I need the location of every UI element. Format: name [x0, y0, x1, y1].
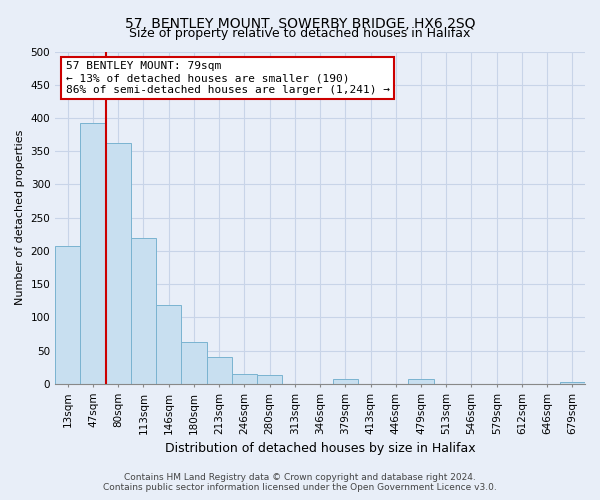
Text: Size of property relative to detached houses in Halifax: Size of property relative to detached ho…	[130, 28, 470, 40]
Bar	[156, 306, 181, 384]
Bar	[409, 378, 434, 384]
Text: 57 BENTLEY MOUNT: 79sqm
← 13% of detached houses are smaller (190)
86% of semi-d: 57 BENTLEY MOUNT: 79sqm ← 13% of detache…	[66, 62, 390, 94]
Bar	[55, 246, 80, 384]
Bar	[80, 122, 106, 384]
Text: 57, BENTLEY MOUNT, SOWERBY BRIDGE, HX6 2SQ: 57, BENTLEY MOUNT, SOWERBY BRIDGE, HX6 2…	[125, 18, 475, 32]
Bar	[206, 358, 232, 384]
Bar	[332, 378, 358, 384]
Bar	[131, 238, 156, 384]
Y-axis label: Number of detached properties: Number of detached properties	[15, 130, 25, 306]
Text: Contains HM Land Registry data © Crown copyright and database right 2024.
Contai: Contains HM Land Registry data © Crown c…	[103, 473, 497, 492]
Bar	[106, 143, 131, 384]
Bar	[232, 374, 257, 384]
Bar	[181, 342, 206, 384]
Bar	[257, 374, 282, 384]
Bar	[560, 382, 585, 384]
X-axis label: Distribution of detached houses by size in Halifax: Distribution of detached houses by size …	[165, 442, 475, 455]
